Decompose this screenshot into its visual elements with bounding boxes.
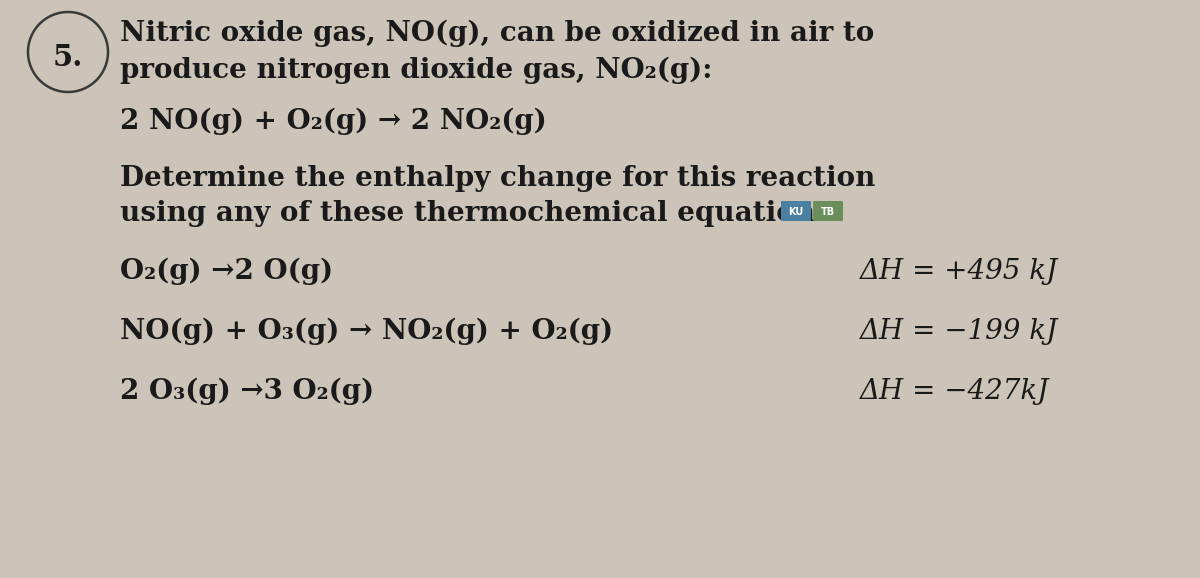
Text: TB: TB [821,207,835,217]
Text: ΔH = −427kJ: ΔH = −427kJ [860,378,1049,405]
Text: KU: KU [788,207,804,217]
Text: ΔH = −199 kJ: ΔH = −199 kJ [860,318,1058,345]
FancyBboxPatch shape [814,201,842,221]
Text: ΔH = +495 kJ: ΔH = +495 kJ [860,258,1058,285]
FancyBboxPatch shape [781,201,811,221]
Text: O₂(g) →2 O(g): O₂(g) →2 O(g) [120,258,334,286]
Text: Nitric oxide gas, NO(g), can be oxidized in air to: Nitric oxide gas, NO(g), can be oxidized… [120,20,875,47]
Text: NO(g) + O₃(g) → NO₂(g) + O₂(g): NO(g) + O₃(g) → NO₂(g) + O₂(g) [120,318,613,346]
Text: 2 O₃(g) →3 O₂(g): 2 O₃(g) →3 O₂(g) [120,378,374,405]
Text: 5.: 5. [53,43,83,72]
Text: 2 NO(g) + O₂(g) → 2 NO₂(g): 2 NO(g) + O₂(g) → 2 NO₂(g) [120,108,547,135]
Text: produce nitrogen dioxide gas, NO₂(g):: produce nitrogen dioxide gas, NO₂(g): [120,57,713,84]
Text: Determine the enthalpy change for this reaction: Determine the enthalpy change for this r… [120,165,875,192]
Text: using any of these thermochemical equations:: using any of these thermochemical equati… [120,200,841,227]
